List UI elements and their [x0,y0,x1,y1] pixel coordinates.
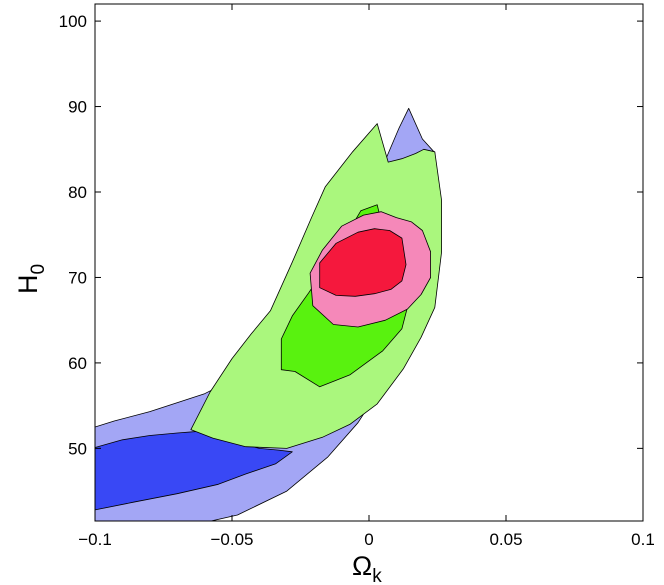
x-axis-label: Ωk [352,551,382,585]
y-tick-label: 60 [68,354,87,373]
y-tick-label: 80 [68,183,87,202]
x-axis-label-subscript: k [372,566,382,585]
confidence-regions [95,107,443,521]
y-tick-label: 90 [68,98,87,117]
y-axis-label: H0 [13,264,49,294]
y-axis-label-subscript: 0 [28,264,49,275]
y-tick-label: 70 [68,268,87,287]
contour-region-2 [95,430,293,511]
x-tick-label: −0.1 [78,530,112,549]
x-tick-label: 0.05 [489,530,522,549]
contour-region-6 [319,228,407,297]
x-tick-label: 0.1 [631,530,655,549]
x-tick-label: 0 [364,530,373,549]
axis-ticks: −0.1 −0.05 0 0.05 0.1 50 60 70 80 90 100 [59,4,655,549]
y-tick-label: 50 [68,439,87,458]
y-tick-label: 100 [59,12,87,31]
x-tick-label: −0.05 [210,530,253,549]
